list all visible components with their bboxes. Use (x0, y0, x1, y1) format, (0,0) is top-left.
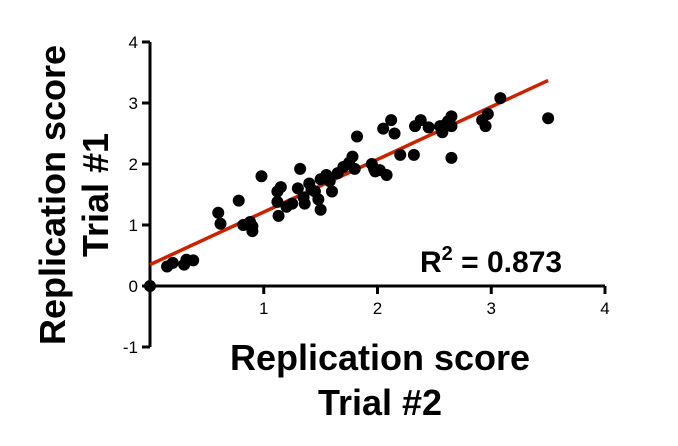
y-tick-label: 3 (129, 94, 138, 113)
data-point (232, 194, 245, 207)
y-tick-label: -1 (123, 338, 138, 357)
y-axis-title-line-1: Replication score (32, 45, 73, 345)
x-tick-label: 3 (487, 299, 496, 318)
data-point (377, 122, 390, 135)
data-point (298, 197, 311, 210)
data-point (422, 121, 435, 134)
data-point (291, 182, 304, 195)
y-tick-label: 0 (129, 277, 138, 296)
fit-line (149, 78, 549, 267)
data-point (166, 256, 179, 269)
data-point (542, 112, 555, 125)
data-point (481, 107, 494, 120)
data-point (351, 130, 364, 143)
axes: -1 0 1 2 3 4 1 2 3 4 (123, 33, 610, 357)
r-squared-annotation: R2 = 0.873 (420, 243, 562, 279)
y-tick-label: 1 (129, 216, 138, 235)
y-tick-label: 4 (129, 33, 138, 52)
data-point (255, 170, 268, 183)
data-point (326, 185, 338, 198)
data-point (314, 203, 327, 216)
data-point (271, 195, 284, 208)
data-point (445, 110, 458, 123)
r-squared-superscript: 2 (442, 243, 453, 265)
data-point (388, 127, 401, 140)
x-tick-label: 4 (600, 299, 609, 318)
data-point (144, 280, 156, 292)
data-point (414, 114, 427, 127)
data-point (323, 175, 336, 188)
data-point (274, 181, 287, 194)
data-point (346, 150, 359, 163)
data-point (479, 120, 492, 133)
r-squared-base: R (420, 246, 442, 279)
data-point (407, 148, 420, 161)
data-point (494, 92, 507, 105)
data-point (385, 114, 398, 127)
x-axis-title-line-2: Trial #2 (318, 382, 442, 423)
data-point (380, 168, 393, 181)
y-tick-label: 2 (129, 155, 138, 174)
data-point (187, 254, 200, 267)
r-squared-value: = 0.873 (453, 246, 562, 279)
data-points (144, 92, 555, 292)
data-point (394, 148, 407, 161)
data-point (246, 220, 259, 233)
data-point (286, 197, 299, 210)
data-point (445, 120, 458, 133)
y-axis-title-line-2: Trial #1 (75, 133, 116, 257)
data-point (272, 209, 285, 222)
data-point (212, 206, 225, 219)
data-point (445, 151, 458, 164)
fit-line-group (149, 78, 549, 267)
data-point (312, 193, 325, 206)
data-point (294, 162, 307, 175)
x-tick-label: 1 (259, 299, 268, 318)
x-tick-label: 2 (373, 299, 382, 318)
data-point (214, 217, 227, 230)
x-axis-title-line-1: Replication score (230, 337, 530, 378)
data-point (348, 162, 361, 175)
